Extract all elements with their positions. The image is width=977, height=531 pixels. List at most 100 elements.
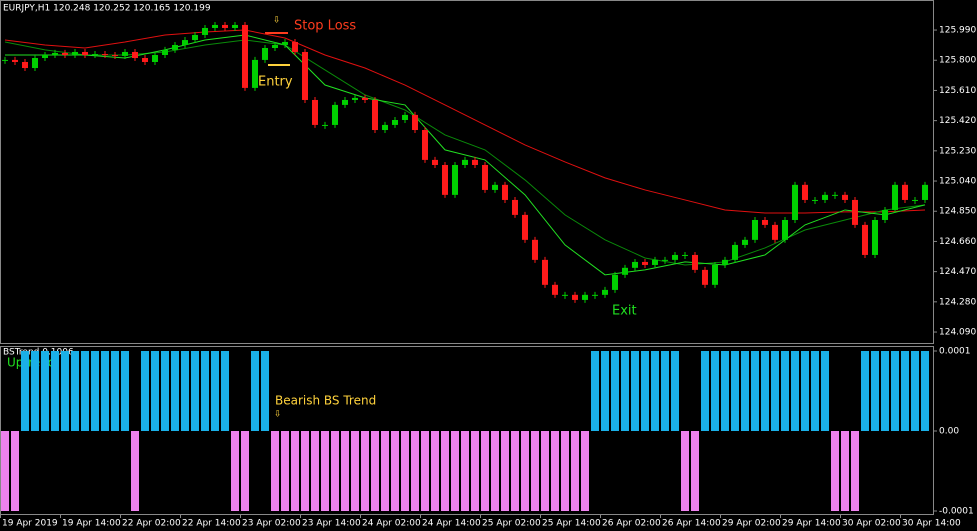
trend-bar [451,431,459,511]
candle [292,41,298,52]
trend-bar [741,351,749,431]
candle [92,54,98,56]
trend-bar [851,431,859,511]
candle [112,54,118,56]
candle [902,184,908,200]
y-tick-label: 125.420 [939,116,976,126]
candle [862,224,868,255]
trend-bar [311,431,319,511]
x-tick-label: 24 Apr 02:00 [362,519,421,529]
trend-bar [121,351,129,431]
trend-bar [511,431,519,511]
trend-bar [71,351,79,431]
trend-bar [671,351,679,431]
trend-bar [441,431,449,511]
candle [322,124,328,126]
trend-bar [471,431,479,511]
stop-loss-label: Stop Loss [294,19,356,34]
trend-bar [861,351,869,431]
candle [392,120,398,125]
trend-bar [191,351,199,431]
trend-bar [11,431,19,511]
trend-bar [81,351,89,431]
trend-bar [591,351,599,431]
candle [82,51,88,55]
trend-bar [901,351,909,431]
x-tick-label: 22 Apr 14:00 [182,519,241,529]
trend-bar [111,351,119,431]
arrow-icon: ⇩ [273,16,281,26]
candle [892,184,898,210]
y-tick-label: 125.990 [939,26,976,36]
candle [222,24,228,28]
candle [12,59,18,62]
y-tick-label: 124.850 [939,207,976,217]
trend-bar [831,431,839,511]
candle [772,224,778,240]
x-tick-label: 22 Apr 02:00 [122,519,181,529]
trend-bar [141,351,149,431]
x-tick-label: 29 Apr 14:00 [782,519,841,529]
trend-bar [261,351,269,431]
trend-bar [841,431,849,511]
candle [312,99,318,125]
candle [252,59,258,88]
y-tick-label: 125.040 [939,177,976,187]
candle [2,59,8,61]
trend-bar [771,351,779,431]
candle [802,184,808,200]
arrow-icon: ⇩ [274,410,282,420]
moving-average [4,39,926,266]
trend-bar [341,431,349,511]
candle [712,264,718,285]
x-tick-label: 23 Apr 02:00 [242,519,301,529]
candle [472,159,478,165]
trend-bar [921,351,929,431]
x-tick-label: 26 Apr 14:00 [662,519,721,529]
candle [662,259,668,261]
trend-bar [221,351,229,431]
trend-bar [271,431,279,511]
x-tick-label: 23 Apr 14:00 [302,519,361,529]
candle [612,274,618,290]
trend-bar [231,431,239,511]
trend-bar [321,431,329,511]
candle [432,159,438,165]
candle [872,219,878,255]
candle [212,24,218,28]
moving-average [5,34,926,276]
candle [692,254,698,270]
trend-bar [31,351,39,431]
y-tick-label: 124.280 [939,297,976,307]
x-tick-label: 24 Apr 14:00 [422,519,481,529]
candle [282,41,288,45]
trend-bar [131,431,139,511]
y-tick-label: 124.470 [939,267,976,277]
candle [152,54,158,62]
candle [192,34,198,41]
candle [582,294,588,300]
trend-bar [541,431,549,511]
trend-bar [421,431,429,511]
trend-bar [251,351,259,431]
trend-bar [801,351,809,431]
trend-bar [291,431,299,511]
trend-bar [531,431,539,511]
x-tick-label: 30 Apr 14:00 [902,519,961,529]
trend-bar [211,351,219,431]
trend-bar [641,351,649,431]
candle [182,40,188,45]
candle [572,294,578,300]
x-tick-label: 19 Apr 2019 [2,519,58,529]
trend-bar [281,431,289,511]
candle [842,194,848,200]
candle [382,124,388,131]
trend-bar [431,431,439,511]
trend-bar [361,431,369,511]
candle [672,254,678,260]
candle [682,254,688,256]
candle [632,261,638,268]
candle [722,259,728,265]
y-tick-label: 0.0001 [939,347,971,357]
y-tick-label: 125.610 [939,86,976,96]
